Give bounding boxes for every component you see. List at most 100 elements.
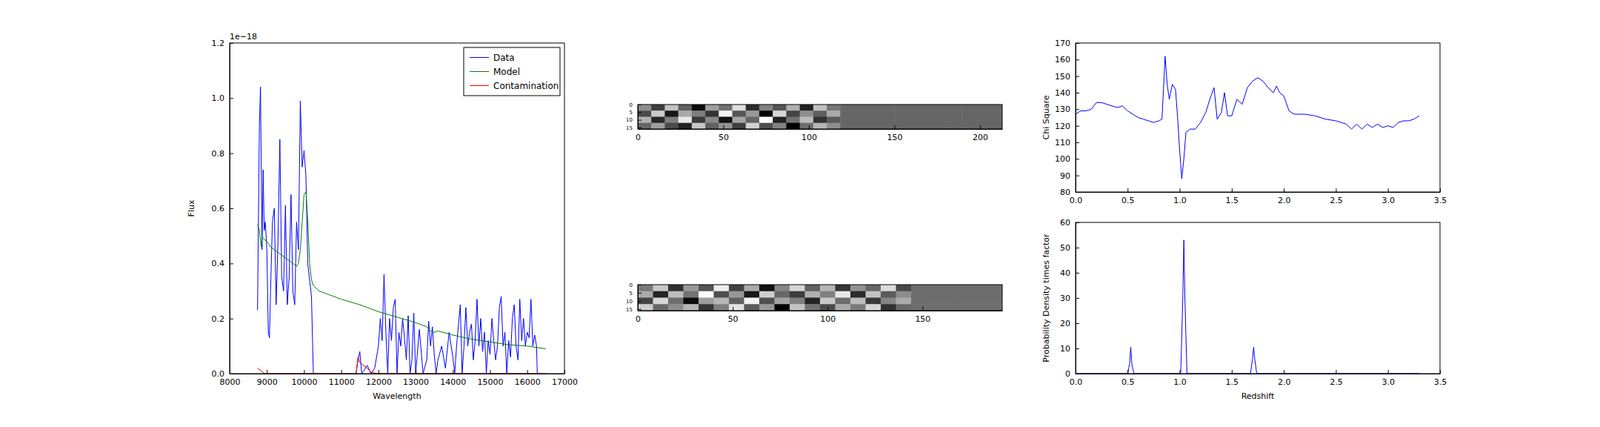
tick: 9000 [257, 369, 278, 387]
cell [698, 291, 715, 298]
tick-mark [1075, 297, 1080, 299]
cell [835, 291, 852, 298]
tick-label: 100 [801, 132, 818, 143]
cell [971, 297, 988, 305]
tick-label: 0.0 [1069, 377, 1083, 387]
cell [826, 104, 841, 112]
cell [683, 291, 700, 298]
frame [1075, 222, 1440, 374]
cell [637, 117, 652, 124]
series-line [1075, 56, 1420, 179]
cell [732, 110, 747, 118]
panel: 0.00.51.01.52.02.53.03.50102030405060Red… [1041, 217, 1447, 401]
cell [732, 104, 747, 112]
cell [759, 104, 774, 112]
axis-line [637, 105, 639, 130]
tick-mark [229, 153, 234, 155]
tick: 10 [625, 117, 642, 123]
tick: 15 [625, 306, 642, 313]
tick-label: 5 [629, 109, 633, 116]
cell [683, 297, 700, 305]
cell [926, 284, 943, 292]
cell [813, 117, 828, 124]
cell [785, 122, 800, 129]
cell [934, 122, 949, 129]
cell [896, 303, 912, 311]
cell [759, 110, 774, 118]
cell [664, 110, 679, 118]
tick-mark [1283, 188, 1285, 192]
tick-label: 3.0 [1381, 195, 1395, 206]
cell [664, 104, 679, 112]
cell [840, 122, 855, 129]
axis-line [230, 373, 566, 375]
legend-swatch [469, 85, 489, 86]
tick-mark [1075, 42, 1080, 44]
tick: 0 [635, 306, 641, 324]
cell [975, 104, 990, 112]
legend-label: Contamination [493, 80, 559, 92]
tick: 1.0 [211, 93, 235, 103]
cell [850, 284, 866, 292]
cell [668, 284, 684, 292]
tick: 3.0 [1381, 369, 1395, 387]
y-axis-label: Probability Density times factor [1041, 233, 1052, 363]
tick-mark [1075, 222, 1080, 223]
tick-mark [1180, 188, 1181, 192]
cell [941, 297, 958, 305]
tick-label: 0 [635, 314, 641, 324]
cell [921, 110, 936, 118]
tick: 11000 [328, 369, 355, 387]
cell [961, 104, 976, 112]
tick-mark [1180, 369, 1181, 374]
cell [728, 284, 745, 292]
frame [637, 104, 1003, 129]
cell [668, 297, 684, 305]
cell [653, 291, 669, 298]
cell [880, 110, 895, 118]
tick-mark [527, 369, 529, 374]
tick-mark [922, 306, 923, 311]
tick-label: 150 [886, 132, 903, 143]
cell [988, 104, 1003, 112]
panel: 050100150200051015 [625, 102, 1003, 143]
cell [732, 117, 747, 124]
tick-label: 150 [914, 314, 931, 324]
cell [705, 117, 720, 124]
cell [867, 110, 882, 118]
cell [820, 291, 836, 298]
cell [785, 117, 800, 124]
cell [854, 122, 869, 129]
tick-label: 15 [625, 125, 633, 132]
tick-mark [415, 369, 417, 374]
tick-mark [341, 369, 343, 374]
cell [678, 110, 693, 118]
cell [961, 117, 976, 124]
tick: 50 [1060, 242, 1080, 253]
tick: 10 [1060, 343, 1080, 354]
tick: 50 [718, 125, 729, 143]
tick-mark [637, 284, 642, 286]
cell [850, 291, 866, 298]
tick-mark [378, 369, 380, 374]
tick-label: 1.5 [1225, 195, 1240, 206]
legend-swatch [469, 71, 489, 72]
tick: 15000 [477, 369, 504, 387]
tick-mark [490, 369, 492, 374]
cell [683, 303, 700, 311]
cell [789, 284, 806, 292]
tick-mark [637, 308, 642, 310]
tick-mark [1075, 348, 1080, 349]
tick-label: 15000 [477, 377, 504, 387]
cell [880, 117, 895, 124]
tick: 2.0 [1277, 188, 1292, 206]
tick-label: 9000 [257, 377, 278, 387]
tick-label: 0 [635, 132, 641, 143]
cell [867, 122, 882, 129]
tick: 0 [1065, 368, 1080, 379]
tick: 0 [635, 125, 641, 143]
cell [813, 104, 828, 112]
cell [894, 110, 909, 118]
tick-label: 17000 [551, 377, 578, 387]
plot-area [637, 104, 1003, 129]
